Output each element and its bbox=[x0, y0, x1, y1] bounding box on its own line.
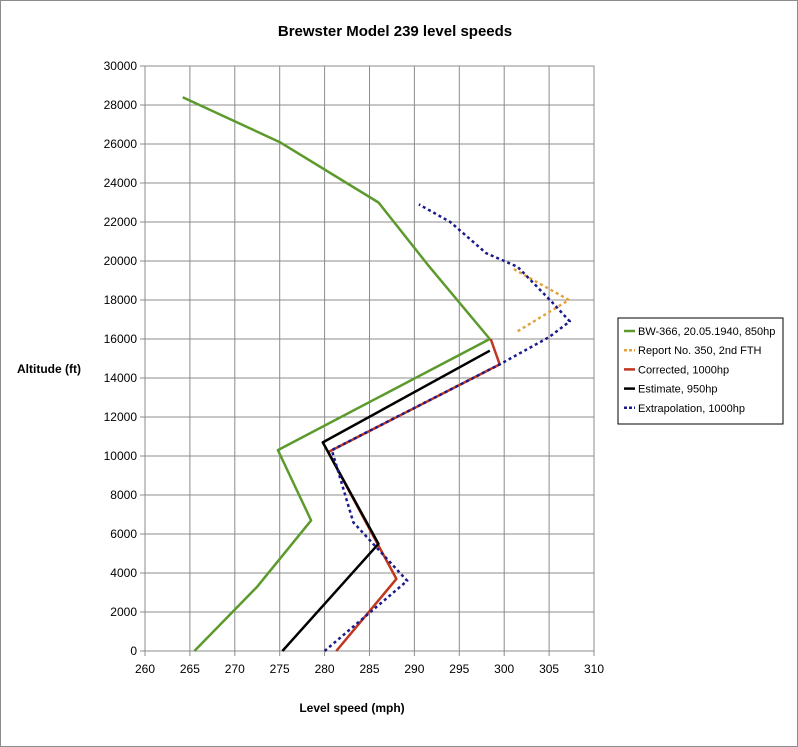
y-tick-label: 30000 bbox=[104, 59, 138, 73]
y-tick-label: 16000 bbox=[104, 332, 138, 346]
y-tick-label: 10000 bbox=[104, 449, 138, 463]
legend-box bbox=[617, 317, 784, 425]
y-tick-label: 20000 bbox=[104, 254, 138, 268]
x-tick-label: 285 bbox=[359, 662, 379, 676]
x-tick-label: 295 bbox=[449, 662, 469, 676]
tick-labels: 260 265 270 275 280 285 290 295 300 305 310 0 2000 40… bbox=[104, 59, 605, 676]
y-tick-label: 18000 bbox=[104, 293, 138, 307]
y-tick-label: 24000 bbox=[104, 176, 138, 190]
y-tick-label: 2000 bbox=[110, 605, 137, 619]
series-line-estimate-950hp bbox=[281, 349, 491, 652]
plot-area bbox=[144, 65, 595, 652]
x-tick-label: 265 bbox=[180, 662, 200, 676]
legend: BW-366, 20.05.1940, 850hp Report No. 350,… bbox=[617, 317, 784, 425]
x-tick-label: 290 bbox=[404, 662, 424, 676]
x-tick-label: 270 bbox=[225, 662, 245, 676]
legend-label: Extrapolation, 1000hp bbox=[638, 403, 745, 415]
series-line-bw-366-20-05-1940-850hp bbox=[182, 96, 492, 652]
x-tick-label: 275 bbox=[270, 662, 290, 676]
y-tick-label: 6000 bbox=[110, 527, 137, 541]
series-line-report-no-350-2nd-fth bbox=[512, 267, 571, 333]
gridlines bbox=[140, 65, 595, 656]
y-tick-label: 26000 bbox=[104, 137, 138, 151]
legend-label: Report No. 350, 2nd FTH bbox=[638, 345, 762, 357]
chart-title: Brewster Model 239 level speeds bbox=[278, 23, 512, 40]
y-tick-label: 28000 bbox=[104, 98, 138, 112]
y-axis-title: Altitude (ft) bbox=[17, 362, 81, 376]
series-line-extrapolation-1000hp bbox=[323, 203, 572, 652]
x-tick-label: 300 bbox=[494, 662, 514, 676]
series-lines bbox=[182, 96, 572, 652]
x-tick-label: 260 bbox=[135, 662, 155, 676]
x-axis-title: Level speed (mph) bbox=[299, 701, 404, 715]
y-tick-label: 0 bbox=[130, 644, 137, 658]
x-tick-label: 310 bbox=[584, 662, 604, 676]
legend-label: BW-366, 20.05.1940, 850hp bbox=[638, 326, 775, 338]
x-tick-label: 280 bbox=[315, 662, 335, 676]
x-tick-label: 305 bbox=[539, 662, 559, 676]
y-tick-label: 4000 bbox=[110, 566, 137, 580]
y-tick-label: 12000 bbox=[104, 410, 138, 424]
legend-label: Estimate, 950hp bbox=[638, 384, 718, 396]
legend-label: Corrected, 1000hp bbox=[638, 364, 729, 376]
y-tick-label: 22000 bbox=[104, 215, 138, 229]
y-tick-label: 14000 bbox=[104, 371, 138, 385]
y-tick-label: 8000 bbox=[110, 488, 137, 502]
